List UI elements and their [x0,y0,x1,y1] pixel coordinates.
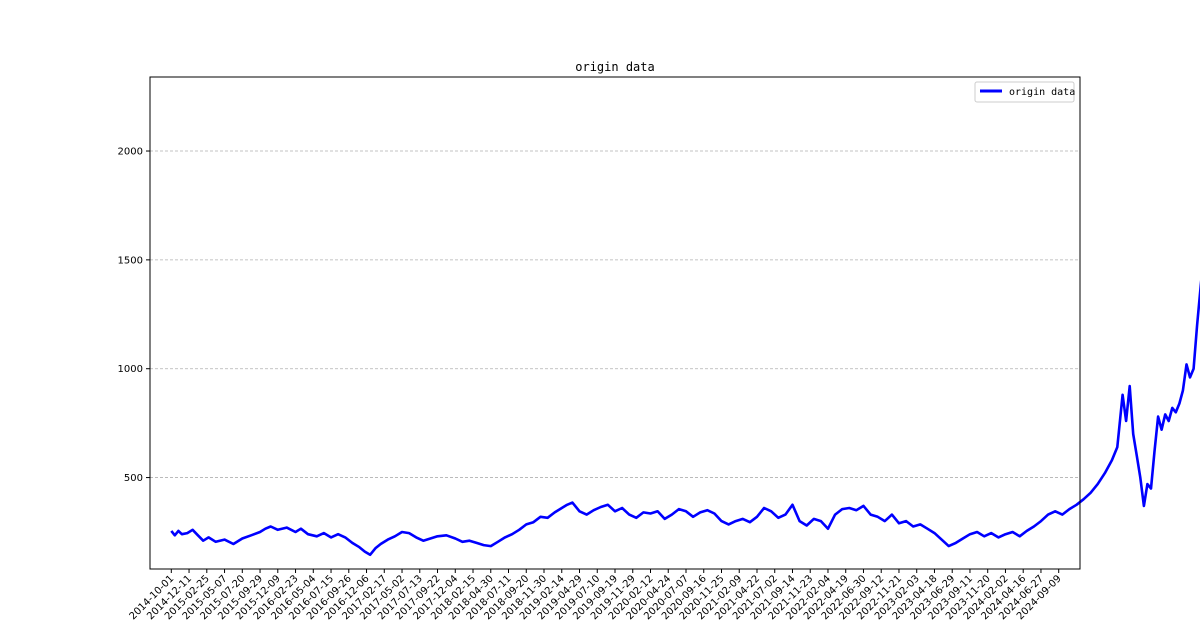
y-tick-label: 1500 [118,255,143,266]
chart-title: origin data [575,60,654,74]
y-tick-label: 1000 [118,364,143,375]
y-gridlines [150,150,1080,478]
series-line-origin-data [170,279,1200,557]
legend-box [974,81,1075,103]
series-layer [170,279,1200,557]
y-tick-label: 2000 [118,147,143,158]
y-axis-ticks: 500 1000 1500 2000 [118,147,150,484]
x-axis-ticks: 2014-10-012014-12-112015-02-252015-05-07… [128,569,1064,622]
y-tick-label: 500 [124,473,143,484]
legend: origin data [974,81,1075,103]
legend-label: origin data [1009,87,1075,98]
